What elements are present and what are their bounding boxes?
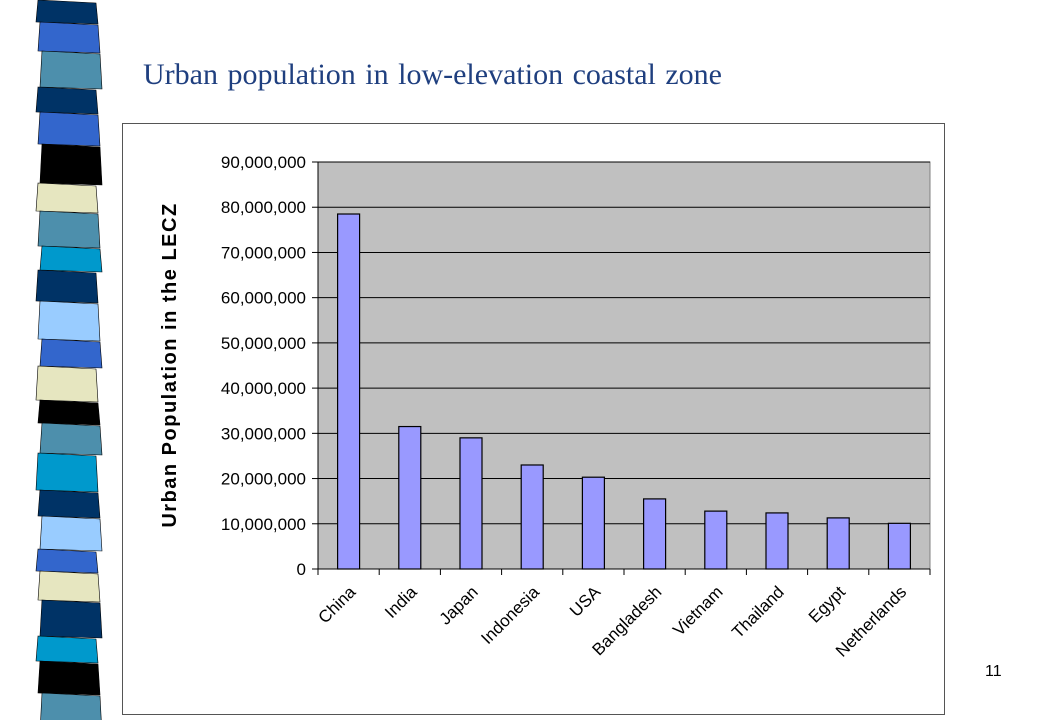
stripe-segment — [35, 365, 99, 403]
bar-japan — [459, 437, 483, 570]
stripe-segment — [37, 210, 101, 249]
y-tick-label: 50,000,000 — [221, 334, 306, 353]
x-tick-label: Thailand — [728, 582, 788, 642]
stripe-segment — [39, 245, 103, 273]
stripe-segment — [35, 182, 99, 214]
bars — [337, 213, 912, 570]
x-tick-label: Egypt — [805, 582, 849, 626]
y-tick-label: 80,000,000 — [221, 198, 306, 217]
stripe-segment — [35, 635, 99, 664]
y-tick-label: 70,000,000 — [221, 243, 306, 262]
y-axis: 0 10,000,000 20,000,000 30,000,000 40,000,00… — [221, 153, 319, 579]
stripe-segment — [40, 692, 102, 720]
bar-china — [337, 213, 361, 570]
y-tick-label: 90,000,000 — [221, 153, 306, 172]
stripe-segment — [39, 599, 103, 639]
stripe-segment — [35, 0, 99, 25]
stripe-segment — [35, 452, 99, 493]
page-number: 11 — [985, 663, 1002, 680]
stripe-segment — [37, 21, 101, 54]
y-axis-label: Urban Population in the LECZ — [159, 202, 181, 527]
bar-netherlands — [887, 522, 912, 570]
y-tick-label: 10,000,000 — [221, 515, 306, 534]
stripe-segment — [35, 269, 99, 304]
x-tick-label: China — [315, 582, 360, 627]
stripe-segment — [37, 111, 101, 147]
y-tick-label: 20,000,000 — [221, 470, 306, 489]
stripe-segment — [39, 515, 103, 552]
stripe-segment — [39, 338, 103, 369]
bar-usa — [581, 476, 605, 570]
bar-india — [398, 425, 422, 570]
stripe-segment — [39, 422, 103, 456]
x-tick-label: India — [381, 582, 421, 622]
stripe-segment — [39, 143, 103, 186]
stripe-segment — [35, 548, 99, 574]
stripe-segment — [37, 489, 101, 519]
x-tick-label: Japan — [436, 582, 482, 628]
x-tick-label: USA — [566, 582, 605, 621]
y-tick-label: 30,000,000 — [221, 424, 306, 443]
bar-chart: 0 10,000,000 20,000,000 30,000,000 40,000,00… — [159, 153, 931, 661]
x-tick-label: Indonesia — [477, 582, 543, 648]
stripe-segment — [35, 86, 99, 115]
stripe-segment — [37, 300, 101, 342]
slide-title: Urban population in low-elevation coasta… — [143, 58, 722, 91]
bar-thailand — [765, 512, 789, 570]
bar-vietnam — [704, 510, 728, 570]
stripe-segment — [39, 50, 103, 90]
stripe-segment — [37, 660, 101, 696]
chart-container: 0 10,000,000 20,000,000 30,000,000 40,000,00… — [122, 123, 945, 715]
bar-bangladesh — [642, 498, 667, 570]
y-tick-label: 60,000,000 — [221, 289, 306, 308]
y-tick-label: 0 — [297, 560, 306, 579]
bar-indonesia — [520, 464, 544, 570]
decorative-stripe-bar — [35, 0, 103, 720]
x-tick-label: Vietnam — [669, 582, 726, 639]
y-tick-label: 40,000,000 — [221, 379, 306, 398]
stripe-segment — [37, 570, 101, 603]
bar-egypt — [826, 517, 850, 570]
stripe-segments — [35, 0, 103, 720]
stripe-segment — [37, 399, 101, 426]
